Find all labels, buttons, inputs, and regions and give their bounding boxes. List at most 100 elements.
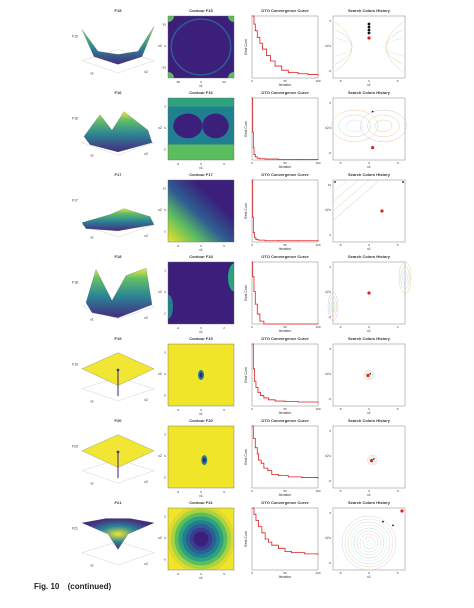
history-contour xyxy=(400,266,410,289)
convergence-point xyxy=(252,216,254,218)
convergence-point xyxy=(251,425,253,427)
convergence-title: OTO Convergence Curve xyxy=(261,336,309,341)
surface-mesh xyxy=(81,518,155,550)
history-ytick: 5 xyxy=(329,208,331,212)
history-best xyxy=(367,36,371,40)
history-xlabel: x1 xyxy=(367,329,371,333)
history-contour xyxy=(356,530,382,556)
history-contour xyxy=(350,524,388,562)
contour-ytick: 10 xyxy=(163,186,167,190)
convergence-point xyxy=(263,467,265,469)
convergence-xtick: 0 xyxy=(251,571,253,575)
convergence-point xyxy=(255,386,257,388)
surface-spike-top xyxy=(116,368,120,372)
convergence-xlabel: Iteration xyxy=(279,411,292,415)
contour-lobe-left xyxy=(168,294,173,319)
convergence-xlabel: Iteration xyxy=(279,575,292,579)
history-ylabel: x2 xyxy=(325,126,329,130)
convergence-point xyxy=(256,453,258,455)
contour-band-top xyxy=(168,98,234,107)
convergence-point xyxy=(256,36,258,38)
history-xtick: 5 xyxy=(397,243,399,247)
surface-xlabel: x1 xyxy=(90,153,94,157)
convergence-xtick: 100 xyxy=(315,79,320,83)
convergence-point xyxy=(252,147,254,149)
history-contour xyxy=(332,179,370,212)
history-title: Search Colors History xyxy=(348,8,391,13)
history-xtick: 5 xyxy=(397,489,399,493)
history-contour xyxy=(347,521,391,565)
surface-title: F21 xyxy=(115,500,123,505)
contour-xtick: 5 xyxy=(223,408,225,412)
surface-mesh xyxy=(85,268,153,318)
history-xtick: 5 xyxy=(397,161,399,165)
contour-plot: -2 0 2 -2 0 2 x1 x2 xyxy=(158,261,235,334)
surface-zlabel: F20 xyxy=(72,445,78,449)
surface-zlabel: F15 xyxy=(72,35,78,39)
history-contour xyxy=(374,119,393,133)
convergence-frame xyxy=(251,343,319,407)
convergence-point xyxy=(317,323,319,325)
contour-ytick: -5 xyxy=(163,558,166,562)
history-ytick: -5 xyxy=(328,151,331,155)
contour-xtick: 0 xyxy=(200,490,202,494)
contour-xtick: 0 xyxy=(200,162,202,166)
contour-lobe-right xyxy=(228,263,234,292)
contour-frame xyxy=(167,507,235,571)
history-sample xyxy=(367,25,371,29)
contour-ytick: 5 xyxy=(164,104,166,108)
history-ytick: -5 xyxy=(328,397,331,401)
convergence-point xyxy=(268,323,269,325)
surface-title: F20 xyxy=(115,418,123,423)
chart-row-2: F16 Contour F16 OTO Convergence Curve Searc… xyxy=(72,90,407,170)
surface-plot: F20 x1 x2 xyxy=(72,434,155,485)
convergence-xtick: 100 xyxy=(315,325,320,329)
convergence-point xyxy=(253,23,255,25)
convergence-point xyxy=(261,532,263,534)
surface-ylabel: x2 xyxy=(144,398,148,402)
convergence-point xyxy=(271,473,273,475)
convergence-xlabel: Iteration xyxy=(279,83,292,87)
contour-xlabel: x1 xyxy=(199,84,203,88)
convergence-point xyxy=(317,158,319,160)
chart-row-7: F21 Contour F21 OTO Convergence Curve Searc… xyxy=(72,500,406,580)
convergence-point xyxy=(259,42,261,44)
contour-ytick: 5 xyxy=(164,432,166,436)
history-xtick: 0 xyxy=(368,325,370,329)
convergence-point xyxy=(259,320,261,322)
convergence-point xyxy=(259,158,261,160)
convergence-point xyxy=(277,158,279,160)
convergence-point xyxy=(263,397,265,399)
surface-plot: F15 x1 x2 xyxy=(72,26,155,75)
history-contour xyxy=(327,292,339,321)
history-title: Search Colors History xyxy=(348,172,391,177)
surface-xlabel: x1 xyxy=(90,71,94,75)
chart-row-1: F15 Contour F15 OTO Convergence Curve Searc… xyxy=(72,8,406,88)
history-xlabel: x1 xyxy=(367,165,371,169)
convergence-xtick: 0 xyxy=(251,161,253,165)
surface-xlabel: x1 xyxy=(90,317,94,321)
contour-xtick: 0 xyxy=(200,244,202,248)
contour-ytick: -5 xyxy=(163,476,166,480)
convergence-ylabel: Best Cost xyxy=(244,121,248,136)
chart-row-4: F18 Contour F18 OTO Convergence Curve Searc… xyxy=(72,254,412,334)
contour-ytick: 0 xyxy=(164,372,166,376)
history-plot: -5 0 5 -5 0 5 x1 x2 xyxy=(325,15,406,87)
convergence-xtick: 100 xyxy=(315,407,320,411)
convergence-xtick: 100 xyxy=(315,489,320,493)
contour-well-left xyxy=(173,113,203,139)
convergence-point xyxy=(297,158,299,160)
history-contour xyxy=(345,119,364,133)
convergence-xtick: 50 xyxy=(283,489,287,493)
convergence-xtick: 50 xyxy=(283,79,287,83)
contour-plot: -5 0 5 -5 0 5 x1 x2 xyxy=(158,425,235,498)
contour-ytick: 0 xyxy=(164,126,166,130)
history-contour xyxy=(341,515,397,571)
caption-note: (continued) xyxy=(67,582,112,591)
contour-frame xyxy=(167,425,235,489)
surface-zlabel: F21 xyxy=(72,527,78,531)
contour-corner-3 xyxy=(228,72,234,78)
convergence-point xyxy=(254,156,256,158)
convergence-point xyxy=(277,240,279,242)
history-contour xyxy=(338,114,371,138)
